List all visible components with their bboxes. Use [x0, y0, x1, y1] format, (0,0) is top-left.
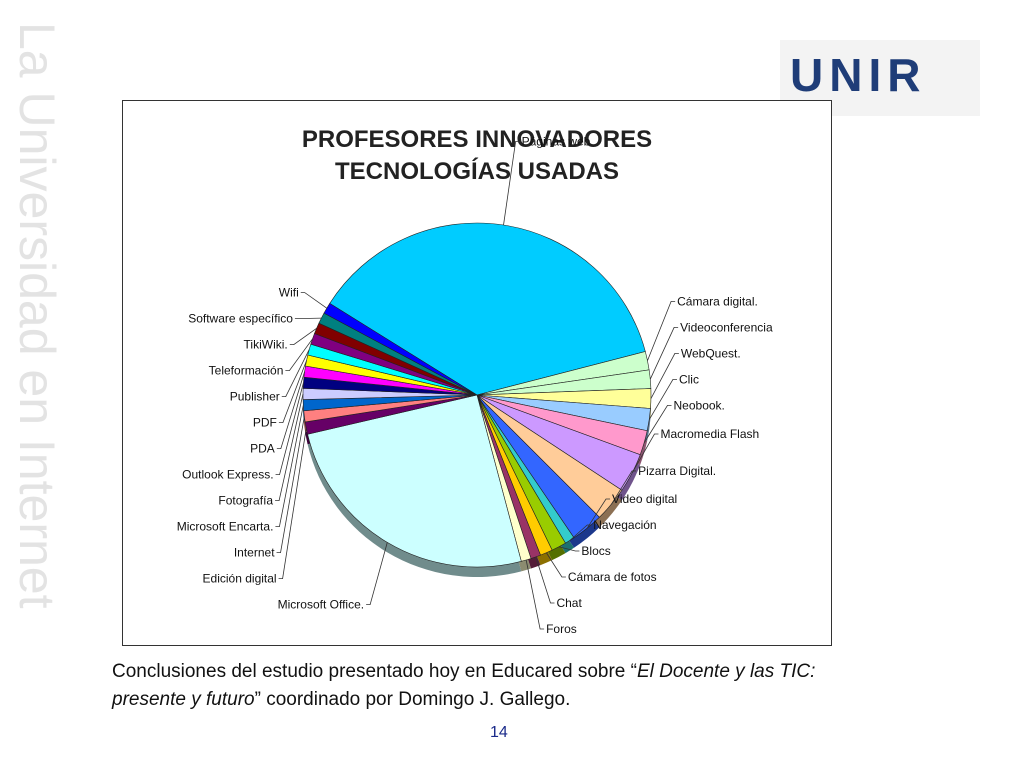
slice-label-camara-de-fotos: Cámara de fotos — [568, 570, 657, 584]
leader-line-wifi — [300, 292, 328, 309]
leader-line-neobook — [643, 405, 672, 444]
slice-label-video-digital: Video digital — [612, 492, 677, 506]
pie-slice-microsoft-office — [307, 394, 522, 568]
leader-line-navegacion — [569, 524, 592, 541]
leader-line-videoconferencia — [649, 327, 679, 380]
chart-subtitle: TECNOLOGÍAS USADAS — [335, 157, 619, 185]
slice-label-outlook-express: Outlook Express. — [182, 468, 273, 482]
slice-label-navegacion: Navegación — [593, 518, 656, 532]
leader-line-video-digital — [586, 498, 611, 529]
slice-label-microsoft-encarta: Microsoft Encarta. — [177, 520, 274, 534]
pie-slice-paginas-web — [329, 222, 646, 396]
leader-line-fotografia — [275, 393, 304, 501]
slice-label-webquest: WebQuest. — [681, 346, 741, 360]
caption-text-start: Conclusiones del estudio presentado hoy … — [112, 661, 637, 682]
leader-line-pdf — [278, 360, 307, 423]
leader-line-camara-digital — [647, 301, 676, 361]
page-number: 14 — [490, 724, 508, 741]
leader-line-blocs — [558, 546, 580, 552]
chart-figure: PROFESORES INNOVADORES TECNOLOGÍAS USADA… — [122, 100, 832, 646]
slice-label-publisher: Publisher — [230, 390, 280, 404]
leader-line-paginas-web — [503, 140, 520, 226]
slice-label-chat: Chat — [556, 596, 582, 610]
vertical-brand-text: La Universidad en Internet — [8, 0, 64, 700]
leader-line-internet — [276, 416, 305, 553]
slice-label-neobook: Neobook. — [674, 398, 725, 412]
leader-line-outlook-express — [275, 382, 304, 475]
slice-label-microsoft-office: Microsoft Office. — [278, 598, 364, 612]
slice-label-tikiwiki: TikiWiki. — [244, 338, 288, 352]
pie-slices — [302, 222, 652, 568]
slice-label-foros: Foros — [546, 622, 577, 636]
slice-label-paginas-web: Páginas web — [522, 134, 591, 148]
leader-line-camara-de-fotos — [546, 552, 566, 578]
slice-label-teleformacion: Teleformación — [209, 364, 284, 378]
slice-label-camara-digital: Cámara digital. — [677, 294, 758, 308]
slice-label-clic: Clic — [679, 372, 699, 386]
leader-line-pda — [276, 371, 306, 449]
leader-line-publisher — [281, 349, 310, 397]
leader-line-microsoft-encarta — [275, 405, 304, 527]
leader-line-webquest — [650, 353, 679, 399]
leader-line-pizarra-digital — [610, 470, 637, 505]
leader-line-clic — [648, 379, 677, 420]
logo-text: UNIR — [790, 49, 927, 101]
leader-line-teleformacion — [285, 338, 313, 371]
slice-label-pda: PDA — [250, 442, 275, 456]
slice-label-edicion-digital: Edición digital — [203, 572, 277, 586]
slice-label-videoconferencia: Videoconferencia — [680, 320, 773, 334]
pie-labels: Páginas web Cámara digital. Videoconferenc… — [177, 134, 773, 636]
slice-label-internet: Internet — [234, 546, 275, 560]
caption: Conclusiones del estudio presentado hoy … — [112, 658, 892, 714]
slice-label-pdf: PDF — [253, 416, 277, 430]
caption-italic-title: El Docente y las TIC: presente y futuro — [112, 661, 816, 710]
leader-line-microsoft-office — [366, 542, 388, 605]
slice-label-macromedia-flash: Macromedia Flash — [660, 427, 759, 441]
vertical-brand-label: La Universidad en Internet — [9, 22, 64, 609]
slice-label-blocs: Blocs — [581, 544, 610, 558]
chart-title: PROFESORES INNOVADORES — [302, 126, 652, 153]
slice-label-wifi: Wifi — [279, 286, 299, 300]
leader-line-foros — [525, 559, 545, 630]
slice-label-pizarra-digital: Pizarra Digital. — [638, 464, 716, 478]
pie-chart: PROFESORES INNOVADORES TECNOLOGÍAS USADA… — [177, 126, 773, 636]
leader-line-chat — [535, 556, 555, 604]
leader-line-edicion-digital — [278, 428, 307, 579]
slice-label-fotografia: Fotografía — [218, 494, 273, 508]
leader-line-macromedia-flash — [631, 433, 659, 474]
slice-label-software-especifico: Software específico — [188, 312, 293, 326]
caption-text-end: ” coordinado por Domingo J. Gallego. — [254, 689, 571, 710]
leader-line-tikiwiki — [289, 327, 317, 345]
